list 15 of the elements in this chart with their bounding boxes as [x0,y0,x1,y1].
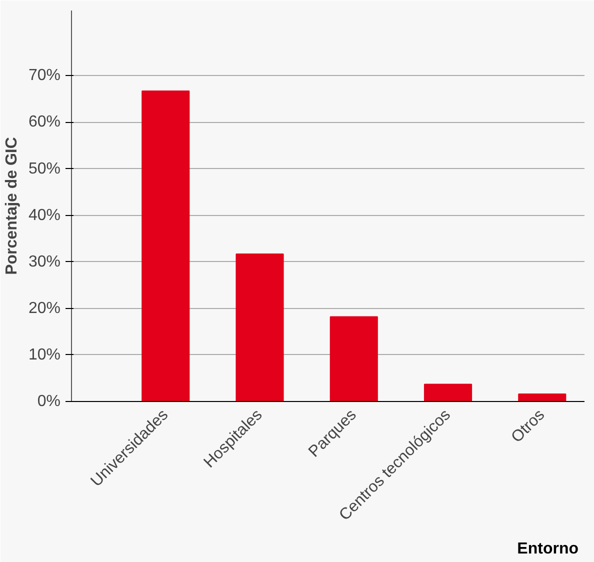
y-tick-label: 40% [28,206,61,224]
y-tick-label: 20% [28,300,61,317]
y-tick-label: 70% [28,67,61,84]
y-axis-title: Porcentaje de GIC [3,136,20,275]
y-tick-label: 0% [37,393,60,410]
bar [236,253,284,402]
bar [424,384,472,402]
bar [518,394,566,402]
y-tick-label: 60% [28,114,61,131]
bar [142,90,190,402]
bar [330,316,378,402]
y-tick-label: 10% [28,346,61,364]
x-axis-title: Entorno [517,540,579,558]
y-tick-label: 50% [28,160,61,178]
y-tick-label: 30% [28,253,61,270]
